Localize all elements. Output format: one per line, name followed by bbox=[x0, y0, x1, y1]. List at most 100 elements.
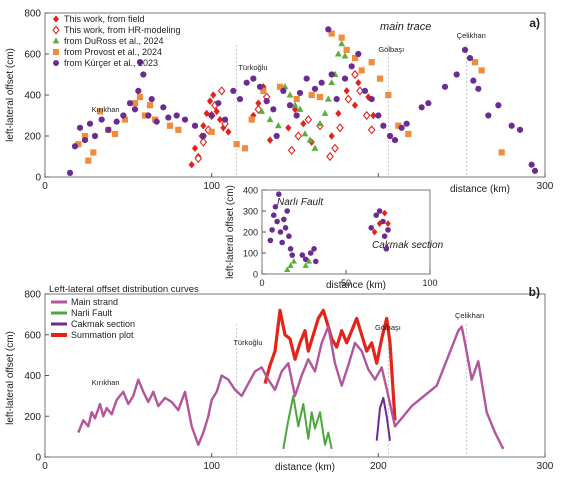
data-point bbox=[210, 91, 217, 99]
town-label: Türkoğlu bbox=[233, 338, 262, 347]
data-point bbox=[255, 99, 262, 107]
legend-marker bbox=[52, 37, 60, 44]
legend-label: Cakmak section bbox=[71, 319, 135, 329]
inset-panel: left-lateral offset (cm) distance (km) N… bbox=[224, 178, 444, 291]
data-point bbox=[194, 153, 203, 164]
annotation-narli-fault: Narlı Fault bbox=[277, 197, 324, 208]
inset-data-point bbox=[289, 252, 296, 258]
data-point bbox=[495, 102, 502, 109]
inset-data-point bbox=[277, 229, 284, 235]
data-point bbox=[296, 105, 304, 112]
data-point bbox=[334, 50, 342, 57]
data-point bbox=[135, 87, 142, 94]
legend-label: Summation plot bbox=[71, 330, 134, 340]
inset-xlabel: distance (km) bbox=[326, 280, 386, 291]
panel-b-plot-area bbox=[44, 293, 546, 458]
data-point bbox=[461, 46, 469, 54]
data-point bbox=[141, 112, 149, 119]
data-point bbox=[136, 93, 144, 101]
inset-data-point bbox=[284, 266, 291, 273]
inset-data-point bbox=[282, 225, 289, 231]
data-point bbox=[200, 132, 207, 140]
data-point bbox=[516, 126, 524, 133]
panel-a-label: a) bbox=[529, 16, 540, 30]
data-point bbox=[351, 55, 359, 62]
data-point bbox=[356, 86, 364, 96]
data-point bbox=[333, 96, 340, 103]
inset-ticks: 0 100 200 300 400 0 50 100 bbox=[243, 186, 438, 289]
data-point bbox=[241, 145, 249, 152]
legend-label: This work, from field bbox=[64, 14, 145, 24]
data-point bbox=[208, 112, 215, 119]
panel-b-xtick-label: 0 bbox=[42, 461, 48, 472]
inset-xtick-label: 50 bbox=[341, 278, 351, 288]
data-point bbox=[385, 91, 392, 99]
legend-marker bbox=[52, 25, 60, 35]
panel-b-annotations: Kırıkhan Türkoğlu Gölbaşı Çelikhan bbox=[92, 311, 485, 387]
town-label: Kırıkhan bbox=[92, 105, 120, 114]
data-point bbox=[274, 122, 282, 129]
data-point bbox=[113, 118, 120, 125]
data-point bbox=[528, 161, 535, 168]
panel-a-points bbox=[66, 26, 539, 176]
inset-ytick-label: 400 bbox=[243, 186, 258, 196]
data-point bbox=[91, 132, 99, 140]
inset-data-point bbox=[376, 208, 383, 214]
data-point bbox=[153, 118, 160, 125]
series-line bbox=[282, 394, 333, 450]
data-point bbox=[221, 116, 229, 123]
data-point bbox=[148, 96, 155, 103]
data-point bbox=[321, 109, 329, 116]
data-point bbox=[230, 87, 237, 94]
data-point bbox=[75, 141, 82, 148]
data-point bbox=[391, 137, 399, 144]
inset-points bbox=[267, 191, 391, 273]
data-point bbox=[471, 59, 479, 66]
annotation-main-trace: main trace bbox=[380, 21, 431, 33]
panel-a-annotations: Kırıkhan Türkoğlu Gölbaşı Çelikhan bbox=[92, 31, 486, 114]
data-point bbox=[367, 125, 376, 135]
data-point bbox=[485, 112, 492, 119]
legend-marker bbox=[53, 49, 59, 55]
panel-a: left-lateral offset (cm) a) distance (km… bbox=[5, 9, 554, 196]
panel-b-ylabel: left-lateral offset (cm) bbox=[5, 331, 16, 425]
data-point bbox=[266, 115, 274, 123]
inset-data-point bbox=[368, 225, 375, 231]
data-point bbox=[328, 132, 335, 140]
inset-ytick-label: 0 bbox=[253, 270, 258, 280]
inset-ytick-label: 300 bbox=[243, 207, 258, 217]
data-point bbox=[243, 79, 250, 86]
data-point bbox=[300, 119, 307, 128]
data-point bbox=[338, 34, 345, 41]
data-point bbox=[206, 97, 214, 105]
data-point bbox=[316, 119, 324, 127]
inset-data-point bbox=[267, 237, 274, 244]
data-point bbox=[217, 86, 226, 96]
panel-a-ytick-label: 400 bbox=[24, 91, 41, 102]
data-point bbox=[328, 78, 336, 86]
panel-b-ytick-label: 200 bbox=[24, 412, 41, 423]
inset-data-point bbox=[371, 228, 378, 236]
data-point bbox=[90, 149, 97, 156]
data-point bbox=[361, 87, 369, 94]
inset-data-point bbox=[279, 239, 285, 246]
legend-label: from Provost et al., 2024 bbox=[64, 47, 162, 57]
panel-b-title: Left-lateral offset distribution curves bbox=[49, 284, 199, 295]
data-point bbox=[316, 93, 324, 101]
data-point bbox=[425, 100, 432, 107]
data-point bbox=[98, 116, 105, 123]
panel-b: left-lateral offset (cm) b) Left-lateral… bbox=[5, 284, 554, 473]
data-point bbox=[370, 111, 377, 120]
inset-data-point bbox=[272, 204, 279, 210]
data-point bbox=[286, 91, 294, 98]
inset-data-point bbox=[276, 191, 282, 197]
data-point bbox=[351, 101, 359, 109]
data-point bbox=[336, 123, 344, 133]
data-point bbox=[175, 126, 182, 133]
inset-data-point bbox=[383, 246, 390, 252]
data-point bbox=[121, 116, 129, 123]
data-point bbox=[191, 144, 199, 153]
data-point bbox=[273, 132, 280, 140]
data-point bbox=[343, 87, 350, 95]
